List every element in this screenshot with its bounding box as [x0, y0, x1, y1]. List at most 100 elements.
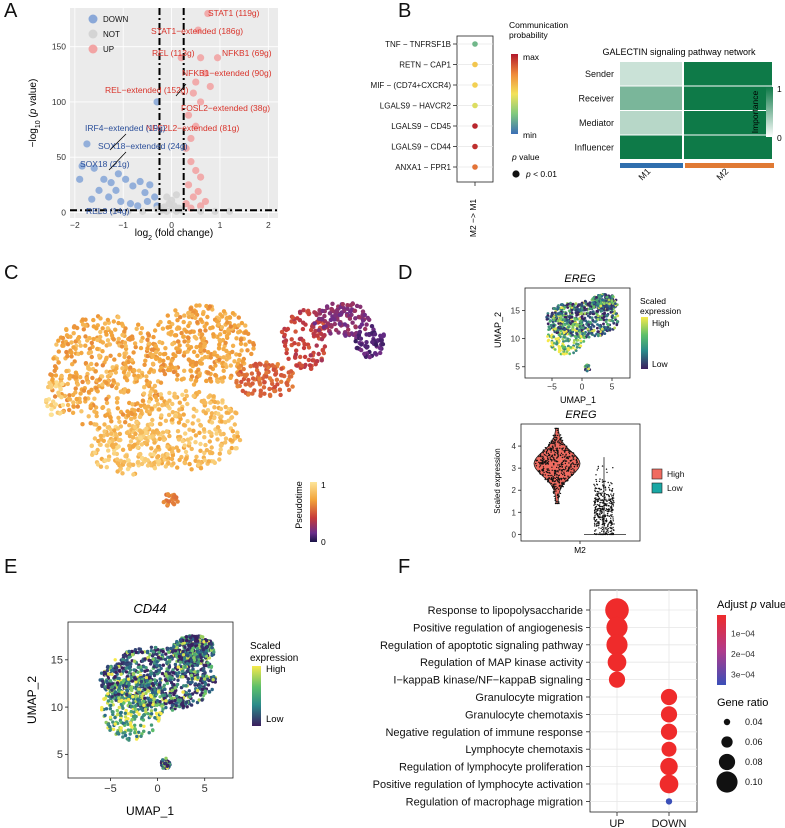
ereg-umap-cell: [580, 322, 583, 326]
pseudotime-cell: [142, 362, 147, 367]
pseudotime-cell: [60, 402, 66, 408]
cd44-umap-cell: [154, 645, 158, 650]
pseudotime-cell: [198, 347, 203, 352]
violin-ytick-label: 1: [512, 508, 517, 517]
pseudotime-cell: [107, 439, 112, 444]
pseudotime-cell: [152, 383, 158, 389]
ereg-umap-cell: [565, 318, 569, 322]
violin-point: [572, 473, 574, 475]
violin-point: [611, 489, 613, 492]
pseudotime-cell: [64, 368, 69, 374]
pseudotime-cell: [60, 335, 66, 341]
violin-point: [573, 466, 576, 468]
pseudotime-cell: [143, 358, 148, 363]
cd44-umap-cell: [139, 723, 143, 728]
pseudotime-cell: [170, 449, 175, 455]
pseudotime-cell: [185, 349, 190, 354]
violin-point: [597, 487, 599, 490]
pseudotime-cell: [252, 388, 257, 393]
volcano-point-down: [143, 197, 151, 206]
pseudotime-cell: [159, 413, 164, 418]
pseudotime-cell: [320, 308, 325, 314]
violin-point: [598, 523, 600, 525]
ereg-umap-cell: [573, 318, 577, 322]
pseudotime-cell: [191, 414, 196, 419]
pseudotime-cell: [71, 331, 76, 336]
pseudotime-cell: [306, 357, 311, 363]
pseudotime-cell: [165, 325, 170, 330]
pseudotime-cell: [109, 431, 114, 436]
pseudotime-cell: [248, 364, 253, 369]
ereg-violin-xlabel: M2: [574, 545, 586, 555]
ereg-umap-cell: [559, 329, 563, 333]
ereg-umap-ytick-label: 10: [511, 334, 521, 344]
ereg-umap-cell: [556, 306, 560, 310]
pseudotime-cell: [100, 405, 106, 410]
pseudotime-cell: [328, 317, 333, 323]
violin-point: [541, 468, 544, 470]
violin-point: [561, 469, 563, 471]
violin-point: [610, 515, 613, 517]
cd44-umap-cell: [121, 657, 125, 662]
comm-prob-min-label: min: [523, 130, 537, 140]
violin-point: [553, 457, 555, 459]
pseudotime-cell: [249, 371, 255, 376]
violin-point: [606, 471, 608, 474]
violin-point: [566, 449, 568, 451]
pseudotime-cell: [182, 368, 187, 373]
ereg-umap-cell: [561, 352, 565, 356]
ereg-umap-cell: [546, 312, 550, 315]
violin-point: [565, 457, 567, 459]
pseudotime-cell: [258, 393, 263, 398]
pseudotime-cell: [211, 394, 216, 399]
violin-point: [603, 507, 605, 509]
violin-point: [601, 508, 603, 511]
violin-point: [550, 451, 552, 453]
pseudotime-cell: [86, 389, 92, 395]
cd44-umap-cell: [202, 663, 206, 668]
pseudotime-cell: [145, 346, 150, 351]
pseudotime-cell: [166, 412, 172, 418]
violin-point: [595, 474, 597, 476]
pseudotime-cell: [71, 400, 76, 405]
cd44-umap-cell: [111, 727, 116, 731]
violin-point: [608, 502, 610, 504]
ereg-umap-cell: [600, 309, 604, 313]
violin-point: [612, 505, 615, 507]
cd44-umap-cell: [123, 715, 128, 719]
pseudotime-cell: [221, 309, 227, 314]
ereg-umap-cell: [560, 303, 564, 306]
violin-point: [546, 449, 548, 451]
pseudotime-cell: [100, 349, 105, 354]
ereg-umap-cell: [602, 302, 606, 306]
ereg-umap-cell: [562, 340, 565, 343]
volcano-point-down: [134, 202, 142, 210]
violin-point: [576, 461, 578, 463]
violin-point: [611, 514, 613, 516]
ereg-umap-cell: [594, 315, 598, 319]
pseudotime-cell: [243, 382, 248, 387]
ereg-umap-cell: [590, 323, 594, 326]
ereg-umap-cell: [571, 328, 574, 332]
violin-point: [553, 492, 555, 494]
pseudotime-cell: [296, 342, 301, 347]
cd44-umap-cell: [111, 710, 115, 714]
pseudotime-cell: [146, 332, 151, 338]
pseudotime-cell: [364, 332, 369, 337]
ereg-umap-cell: [557, 345, 561, 348]
pseudotime-cell: [86, 366, 91, 371]
pseudotime-cell: [211, 459, 216, 464]
cd44-umap-cell: [167, 650, 171, 654]
pseudotime-cell: [372, 332, 378, 337]
volcano-point-up: [201, 197, 210, 206]
violin-point: [554, 445, 556, 447]
violin-point: [551, 454, 553, 457]
ereg-umap-cell: [570, 315, 574, 319]
ereg-umap-cell: [583, 332, 587, 335]
violin-point: [601, 507, 603, 509]
volcano-point-up: [184, 111, 193, 119]
pseudotime-cell: [286, 356, 291, 361]
ereg-expr-legend-title: Scaled expression: [640, 296, 681, 316]
volcano-legend-key: [88, 14, 98, 24]
violin-point: [575, 463, 577, 466]
